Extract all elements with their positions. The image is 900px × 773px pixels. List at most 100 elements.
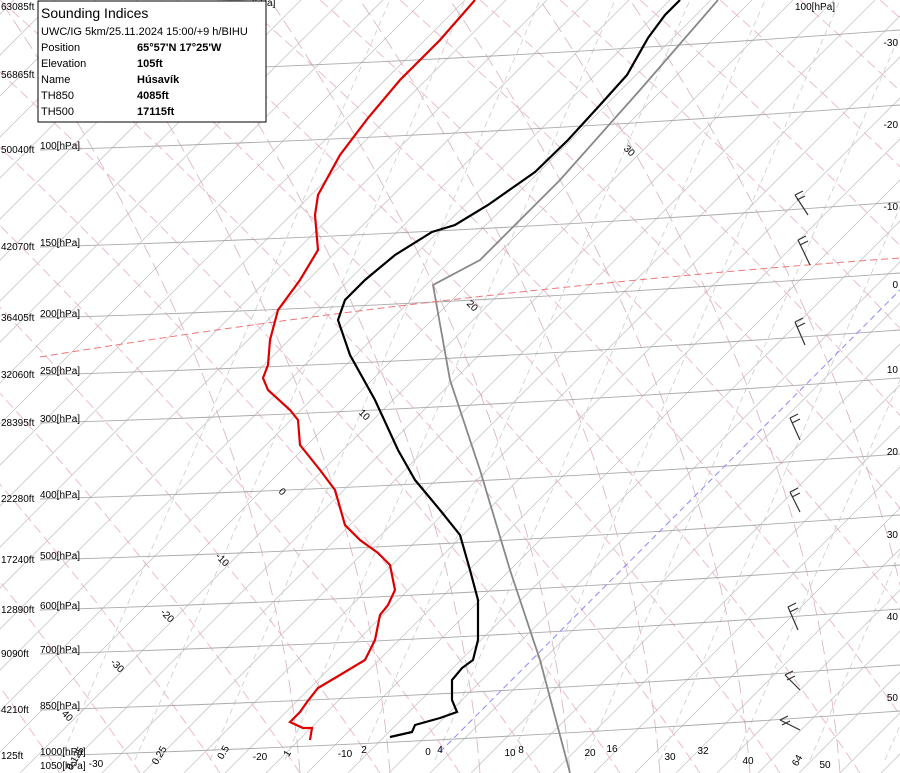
isotherm <box>0 0 753 753</box>
pressure-label: 100[hPa] <box>40 141 80 152</box>
barb-staff <box>789 491 801 513</box>
altitude-label: 9090ft <box>1 649 29 660</box>
info-value: Húsavík <box>137 74 180 86</box>
barb-feather <box>791 492 801 498</box>
pressure-label: 500[hPa] <box>40 551 80 562</box>
isotherm <box>265 138 900 773</box>
barb-staff <box>784 674 801 691</box>
barb-feather <box>781 720 791 726</box>
isotherm <box>19 0 794 773</box>
info-value: 17115ft <box>137 106 175 118</box>
isotherm <box>675 548 900 773</box>
info-rows: Position 65°57'N 17°25'W Elevation 105ft Nam… <box>41 42 222 118</box>
bottom-temperature-label: 10 <box>504 748 516 759</box>
info-title: Sounding Indices <box>41 5 148 21</box>
pressure-label: 600[hPa] <box>40 601 80 612</box>
isotherm <box>880 753 900 773</box>
isobar <box>39 664 900 711</box>
altitude-label: 12890ft <box>1 605 35 616</box>
isotherm <box>183 56 900 773</box>
barb-feather <box>797 235 807 241</box>
isotherm <box>0 0 589 589</box>
isotherm <box>224 97 900 773</box>
wind-barbs <box>779 190 811 731</box>
isotherm <box>593 466 900 773</box>
isotherm <box>0 0 712 712</box>
info-key: Name <box>41 74 70 86</box>
barb-feather <box>789 607 799 613</box>
isobar <box>39 329 900 376</box>
mixing-ratio-line <box>659 206 900 761</box>
barb-staff <box>789 417 801 441</box>
dry-adiabat <box>0 224 461 773</box>
isobar <box>39 608 900 655</box>
barb-staff <box>787 606 799 631</box>
dry-adiabat <box>479 0 900 417</box>
pressure-label: 700[hPa] <box>40 645 80 656</box>
bottom-temperature-label: -30 <box>89 759 104 770</box>
isobar <box>39 104 900 151</box>
isotherm <box>798 671 900 773</box>
isotherm <box>511 384 900 773</box>
isotherm <box>142 15 900 773</box>
altitude-label: 50040ft <box>1 145 35 156</box>
isotherm <box>0 0 671 671</box>
right-temperature-label: -20 <box>884 120 899 131</box>
pressure-label: 850[hPa] <box>40 701 80 712</box>
dry-adiabat <box>399 0 900 509</box>
info-key: Elevation <box>41 58 86 70</box>
barb-staff <box>797 239 811 266</box>
barb-feather <box>794 317 804 323</box>
mixing-ratio-line <box>359 0 691 761</box>
isobar <box>39 514 900 561</box>
barb-staff <box>794 194 809 216</box>
dry-adiabat <box>239 0 900 716</box>
freezing-level <box>39 257 900 358</box>
isotherm <box>0 0 343 343</box>
pressure-label: 400[hPa] <box>40 490 80 501</box>
pressure-label: 150[hPa] <box>40 238 80 249</box>
barb-feather <box>784 670 794 676</box>
right-temperature-label: 20 <box>887 447 899 458</box>
moist-adiabat <box>449 0 751 773</box>
pressure-label: 250[hPa] <box>40 366 80 377</box>
isotherm <box>0 0 384 384</box>
temperature-curve <box>336 0 681 739</box>
isotherm <box>839 712 900 773</box>
isotherm <box>552 425 900 773</box>
isotherm-label: 30 <box>621 143 637 159</box>
info-key: Position <box>41 42 80 54</box>
barb-feather <box>796 322 806 328</box>
mixing-ratio-line <box>509 0 841 761</box>
isotherm <box>634 507 900 773</box>
isobar <box>39 564 900 611</box>
altitude-label: 4210ft <box>1 705 29 716</box>
isotherm <box>470 343 900 773</box>
info-value: 65°57'N 17°25'W <box>137 42 222 54</box>
right-temperature-label: 10 <box>887 365 899 376</box>
wet-bulb-line <box>439 289 900 753</box>
altitude-label: 56865ft <box>1 70 35 81</box>
pressure-label: 300[hPa] <box>40 414 80 425</box>
bottom-temperature-label: -20 <box>253 752 268 763</box>
barb-feather <box>787 602 797 608</box>
altitude-label: 125ft <box>1 751 23 762</box>
right-temperature-label: -30 <box>884 38 899 49</box>
pressure-label: 200[hPa] <box>40 309 80 320</box>
isotherm <box>0 0 179 179</box>
altitude-label: 36405ft <box>1 313 35 324</box>
isotherm-label: 0 <box>276 486 288 498</box>
dry-adiabat <box>559 0 900 330</box>
isobar <box>39 710 900 757</box>
bottom-temperature-label: 0 <box>425 747 431 758</box>
info-key: TH850 <box>41 90 74 102</box>
mixing-ratio-line <box>584 33 900 761</box>
mixing-ratio-label: 64 <box>790 753 805 769</box>
isotherm <box>0 0 220 220</box>
moist-adiabat <box>269 0 571 773</box>
bottom-temperature-label: 50 <box>819 760 831 771</box>
isotherm <box>0 0 548 548</box>
pressure-label: 100[hPa] <box>795 2 835 13</box>
